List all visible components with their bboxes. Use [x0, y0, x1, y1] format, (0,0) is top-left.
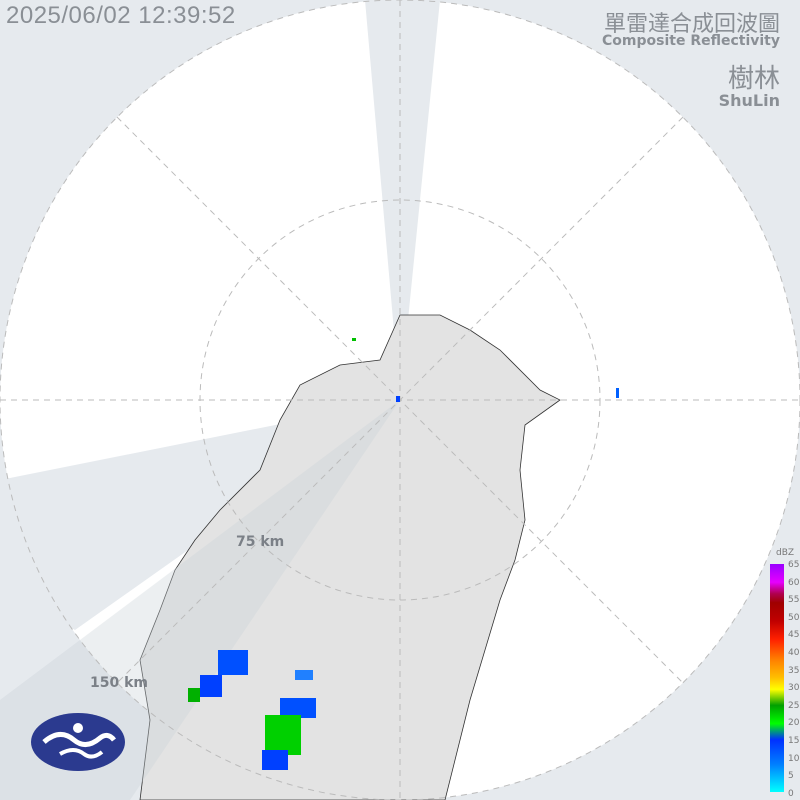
- title-zh: 單雷達合成回波圖: [603, 12, 780, 37]
- station-zh: 樹林: [727, 64, 780, 94]
- legend-tick: 35: [788, 665, 800, 676]
- title-en: Composite Reflectivity: [602, 33, 780, 49]
- legend-tick: 15: [788, 736, 800, 746]
- range-label-75: 75 km: [236, 534, 285, 550]
- legend-tick: 0: [788, 788, 794, 799]
- legend-tick: 25: [788, 700, 800, 711]
- legend-tick: 65: [788, 560, 800, 570]
- blocked-sector-north: [365, 0, 440, 400]
- legend-tick: 30: [788, 683, 800, 694]
- legend-unit: dBZ: [776, 548, 795, 558]
- cwa-logo-icon: [31, 713, 125, 771]
- taiwan-land: [139, 314, 561, 800]
- legend-tick: 10: [788, 753, 800, 764]
- legend-tick: 40: [788, 648, 800, 658]
- legend-tick: 55: [788, 595, 800, 606]
- station-en: ShuLin: [718, 91, 780, 110]
- range-label-150: 150 km: [90, 675, 148, 691]
- legend-tick: 50: [788, 612, 800, 623]
- legend-colorbar: [770, 564, 784, 792]
- legend-tick: 20: [788, 718, 800, 729]
- legend-tick: 45: [788, 630, 800, 641]
- legend-tick: 5: [788, 771, 794, 782]
- timestamp: 2025/06/02 12:39:52: [6, 2, 236, 29]
- echo-cells: [188, 338, 619, 770]
- legend-tick: 60: [788, 577, 800, 588]
